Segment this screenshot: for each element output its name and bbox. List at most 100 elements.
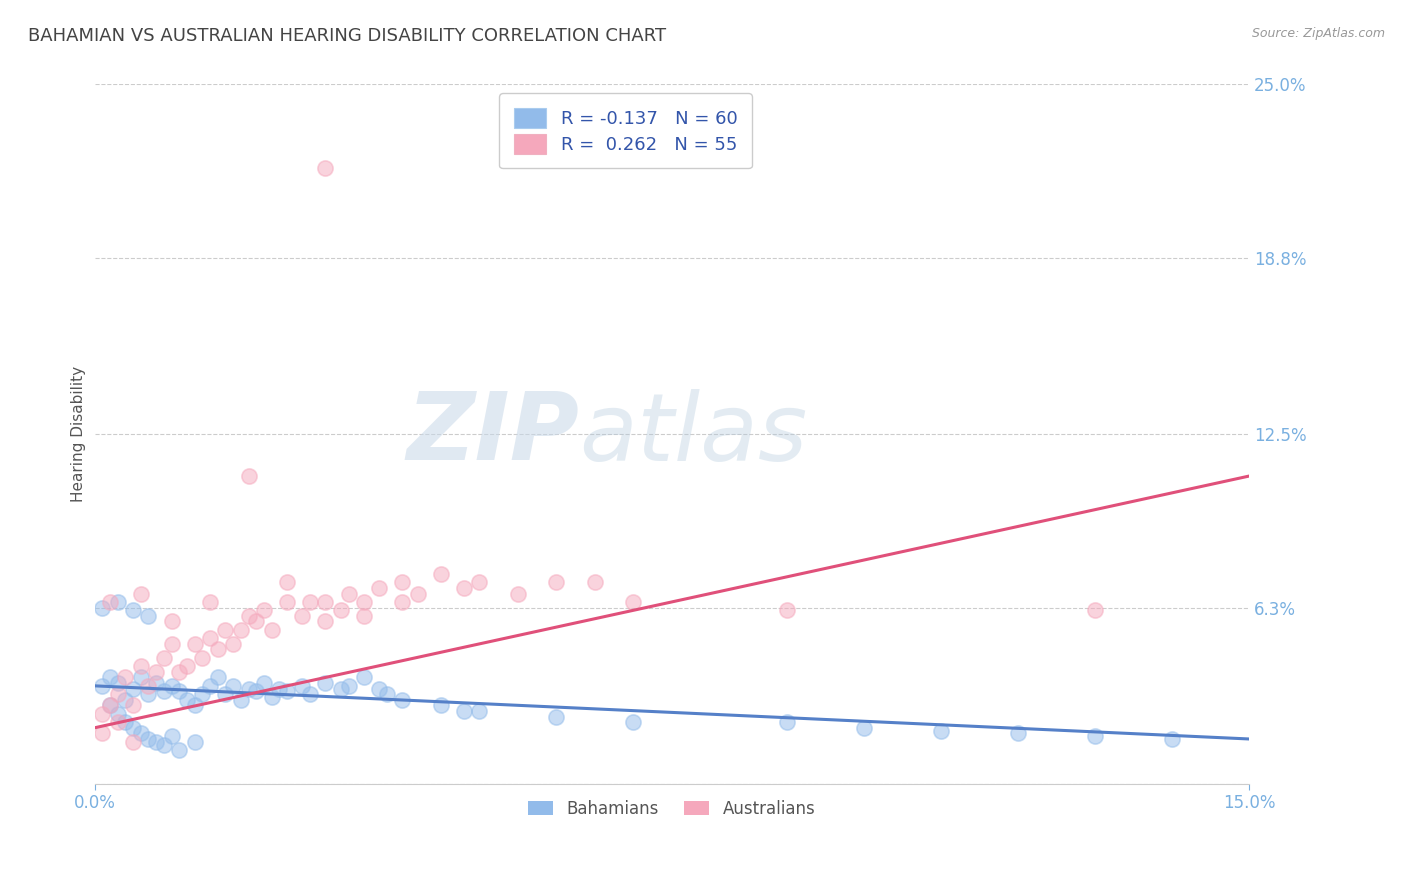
- Point: [468, 575, 491, 590]
- Point: [183, 637, 205, 651]
- Point: [138, 731, 160, 746]
- Point: [167, 684, 190, 698]
- Point: [583, 575, 606, 590]
- Point: [315, 615, 337, 629]
- Point: [107, 595, 129, 609]
- Point: [1007, 726, 1029, 740]
- Point: [337, 586, 360, 600]
- Point: [329, 681, 352, 696]
- Point: [114, 693, 136, 707]
- Point: [122, 721, 145, 735]
- Point: [214, 687, 236, 701]
- Point: [222, 679, 245, 693]
- Point: [229, 623, 252, 637]
- Point: [430, 566, 453, 581]
- Point: [160, 729, 183, 743]
- Point: [245, 615, 267, 629]
- Point: [506, 586, 529, 600]
- Point: [238, 469, 260, 483]
- Point: [291, 679, 314, 693]
- Point: [138, 687, 160, 701]
- Point: [176, 659, 198, 673]
- Point: [122, 681, 145, 696]
- Point: [238, 608, 260, 623]
- Point: [368, 581, 391, 595]
- Point: [107, 715, 129, 730]
- Point: [269, 681, 291, 696]
- Point: [129, 659, 152, 673]
- Point: [253, 603, 276, 617]
- Point: [621, 715, 644, 730]
- Point: [167, 665, 190, 679]
- Point: [107, 687, 129, 701]
- Point: [853, 721, 876, 735]
- Point: [114, 715, 136, 730]
- Point: [353, 670, 375, 684]
- Legend: Bahamians, Australians: Bahamians, Australians: [522, 793, 823, 824]
- Point: [1084, 603, 1107, 617]
- Point: [160, 679, 183, 693]
- Point: [198, 595, 221, 609]
- Text: Source: ZipAtlas.com: Source: ZipAtlas.com: [1251, 27, 1385, 40]
- Point: [353, 608, 375, 623]
- Point: [91, 706, 114, 721]
- Point: [129, 586, 152, 600]
- Point: [98, 698, 121, 713]
- Point: [138, 679, 160, 693]
- Point: [198, 632, 221, 646]
- Point: [276, 684, 298, 698]
- Point: [145, 665, 167, 679]
- Point: [621, 595, 644, 609]
- Point: [214, 623, 236, 637]
- Point: [546, 709, 568, 723]
- Point: [153, 738, 176, 752]
- Point: [276, 595, 298, 609]
- Point: [98, 698, 121, 713]
- Point: [107, 676, 129, 690]
- Point: [238, 681, 260, 696]
- Point: [91, 600, 114, 615]
- Point: [260, 623, 283, 637]
- Point: [183, 735, 205, 749]
- Text: ZIP: ZIP: [406, 388, 579, 480]
- Point: [406, 586, 429, 600]
- Point: [276, 575, 298, 590]
- Point: [315, 161, 337, 176]
- Y-axis label: Hearing Disability: Hearing Disability: [72, 366, 86, 502]
- Point: [153, 651, 176, 665]
- Point: [546, 575, 568, 590]
- Point: [337, 679, 360, 693]
- Point: [368, 681, 391, 696]
- Point: [160, 637, 183, 651]
- Point: [191, 651, 214, 665]
- Point: [253, 676, 276, 690]
- Point: [391, 575, 413, 590]
- Point: [315, 595, 337, 609]
- Point: [91, 679, 114, 693]
- Point: [453, 704, 475, 718]
- Point: [167, 743, 190, 757]
- Point: [1084, 729, 1107, 743]
- Point: [391, 595, 413, 609]
- Point: [245, 684, 267, 698]
- Point: [122, 735, 145, 749]
- Point: [122, 698, 145, 713]
- Point: [315, 676, 337, 690]
- Point: [353, 595, 375, 609]
- Point: [375, 687, 398, 701]
- Point: [391, 693, 413, 707]
- Point: [145, 735, 167, 749]
- Point: [122, 603, 145, 617]
- Point: [191, 687, 214, 701]
- Point: [98, 595, 121, 609]
- Point: [260, 690, 283, 704]
- Point: [153, 684, 176, 698]
- Point: [776, 603, 799, 617]
- Point: [299, 595, 322, 609]
- Point: [91, 726, 114, 740]
- Point: [114, 670, 136, 684]
- Text: BAHAMIAN VS AUSTRALIAN HEARING DISABILITY CORRELATION CHART: BAHAMIAN VS AUSTRALIAN HEARING DISABILIT…: [28, 27, 666, 45]
- Point: [929, 723, 952, 738]
- Point: [299, 687, 322, 701]
- Point: [229, 693, 252, 707]
